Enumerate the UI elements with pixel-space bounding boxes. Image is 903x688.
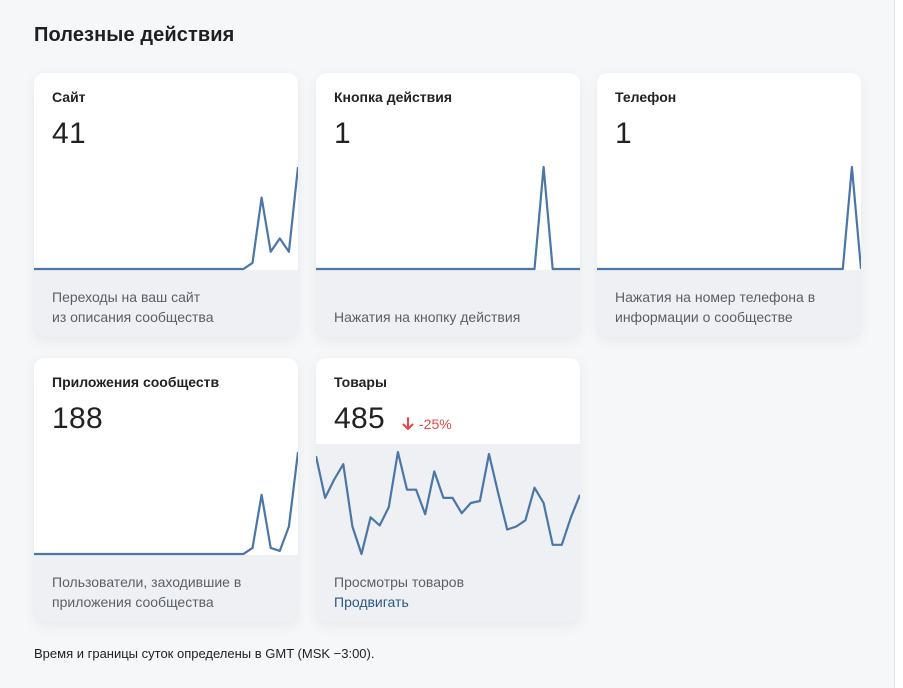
card-description-line: Просмотры товаров (334, 574, 465, 590)
sparkline-line (316, 450, 580, 556)
card-description: Нажатия на номер телефона в информации о… (615, 287, 847, 327)
stat-card-phone[interactable]: Телефон 1 Нажатия на номер телефона в ин… (597, 73, 861, 337)
card-value: 1 (615, 117, 632, 150)
card-description: Нажатия на кнопку действия (334, 307, 566, 327)
promote-link[interactable]: Продвигать (334, 594, 409, 610)
card-header-area (316, 358, 580, 444)
card-description-line: Нажатия на кнопку действия (334, 309, 521, 325)
card-header-area (316, 73, 580, 270)
card-description-line: из описания сообщества (52, 309, 214, 325)
sparkline-chart (316, 450, 580, 556)
card-header-area (597, 73, 861, 270)
card-title: Приложения сообществ (52, 374, 220, 390)
card-description-line: Переходы на ваш сайт (52, 289, 201, 305)
card-value: 188 (52, 402, 103, 435)
sparkline-chart (316, 165, 580, 271)
stat-card-community-apps[interactable]: Приложения сообществ 188 Пользователи, з… (34, 358, 298, 622)
sparkline-line (34, 166, 298, 271)
card-value: 1 (334, 117, 351, 150)
card-title: Сайт (52, 89, 86, 105)
card-title: Телефон (615, 89, 677, 105)
stat-card-goods[interactable]: Товары 485 -25% Просмотры товаров Продви… (316, 358, 580, 622)
card-description-line: информации о сообществе (615, 309, 793, 325)
content-divider (894, 0, 895, 688)
sparkline-line (597, 165, 861, 271)
card-description: Просмотры товаров Продвигать (334, 572, 566, 612)
sparkline-line (316, 165, 580, 271)
card-header-area (34, 358, 298, 555)
sparkline-line (34, 451, 298, 556)
stat-card-action-button[interactable]: Кнопка действия 1 Нажатия на кнопку дейс… (316, 73, 580, 337)
card-title: Кнопка действия (334, 89, 452, 105)
card-description-line: Нажатия на номер телефона в (615, 289, 816, 305)
card-header-area (34, 73, 298, 270)
sparkline-chart (597, 165, 861, 271)
sparkline-chart (34, 451, 298, 556)
side-panel (895, 0, 903, 688)
arrow-down-icon (402, 417, 414, 430)
card-description-line: приложения сообщества (52, 594, 214, 610)
card-description: Переходы на ваш сайт из описания сообщес… (52, 287, 284, 327)
timezone-note: Время и границы суток определены в GMT (… (34, 646, 375, 661)
card-delta: -25% (402, 416, 452, 432)
card-title: Товары (334, 374, 387, 390)
sparkline-chart (34, 166, 298, 271)
card-value: 485 (334, 402, 385, 435)
card-description: Пользователи, заходившие в приложения со… (52, 572, 284, 612)
stat-card-site[interactable]: Сайт 41 Переходы на ваш сайт из описания… (34, 73, 298, 337)
card-value: 41 (52, 117, 86, 150)
card-description-line: Пользователи, заходившие в (52, 574, 242, 590)
section-title: Полезные действия (34, 24, 235, 46)
card-delta-value: -25% (419, 416, 452, 432)
